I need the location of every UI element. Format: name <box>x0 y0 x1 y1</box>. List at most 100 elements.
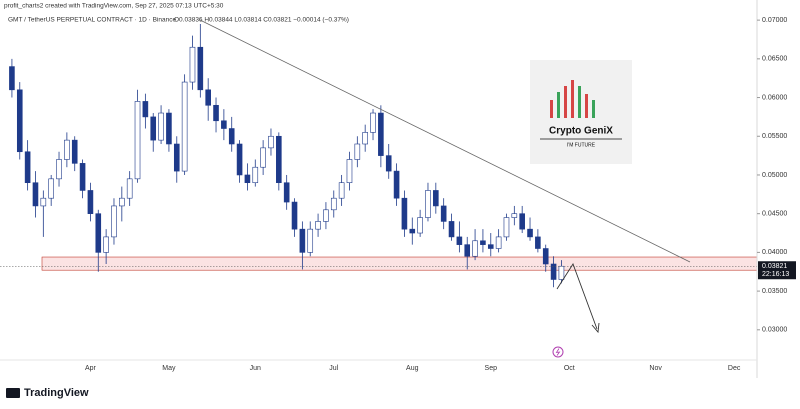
support-zone <box>41 256 758 271</box>
logo-bar <box>550 100 553 118</box>
x-tick-label: Nov <box>649 365 662 372</box>
countdown-label: 22:16:13 <box>762 271 789 278</box>
candle-body <box>464 244 471 257</box>
candle-body <box>111 205 117 238</box>
y-tick-label: 0.07000 <box>762 17 787 24</box>
candle-body <box>32 182 39 207</box>
candle-body <box>181 81 188 172</box>
candle-body <box>173 143 180 172</box>
x-tick-label: Jul <box>329 365 338 372</box>
y-tick-label: 0.04500 <box>762 211 787 218</box>
x-tick-label: Dec <box>728 365 741 372</box>
candle-body <box>48 178 54 199</box>
candle-body <box>64 139 70 160</box>
candle-body <box>197 46 204 91</box>
candle-body <box>268 135 274 149</box>
candle-body <box>393 170 400 199</box>
candle-body <box>9 66 15 91</box>
attribution: profit_charts2 created with TradingView.… <box>4 3 224 10</box>
candle-body <box>205 89 211 106</box>
candle-body <box>495 236 502 249</box>
logo-bar <box>585 94 588 118</box>
candle-body <box>542 248 549 265</box>
candle-body <box>330 197 337 211</box>
candle-body <box>252 166 259 184</box>
candle-body <box>425 190 431 218</box>
candle-body <box>103 236 109 253</box>
logo-bar <box>557 92 560 118</box>
candle-body <box>260 147 266 168</box>
y-tick-label: 0.05000 <box>762 172 787 179</box>
watermark-tagline: I'M FUTURE <box>567 142 596 148</box>
event-icon <box>552 346 564 358</box>
candle-body <box>550 263 557 280</box>
candle-body <box>440 205 447 222</box>
candle-body <box>346 159 353 184</box>
x-tick-label: Oct <box>564 365 575 372</box>
candle-body <box>71 139 78 164</box>
candle-body <box>24 151 31 184</box>
candle-body <box>354 143 361 160</box>
candle-body <box>299 228 306 253</box>
candle-body <box>276 135 282 184</box>
y-tick-label: 0.05500 <box>762 133 787 140</box>
logo-bar <box>564 86 567 118</box>
y-tick-label: 0.06000 <box>762 94 787 101</box>
ohlc-legend: O0.03836 H0.03844 L0.03814 C0.03821 −0.0… <box>174 17 349 24</box>
candle-body <box>378 112 384 156</box>
candle-body <box>119 197 125 207</box>
last-price-label: 0.03821 <box>762 263 787 270</box>
x-tick-label: Aug <box>406 365 419 372</box>
candle-body <box>150 116 157 141</box>
candle-body <box>527 228 533 238</box>
candle-body <box>221 120 227 129</box>
candle-body <box>79 163 86 191</box>
x-tick-label: May <box>162 365 176 372</box>
arrow-head <box>591 322 600 334</box>
candle-body <box>519 213 525 230</box>
candle-body <box>87 190 94 214</box>
watermark-title: Crypto GeniX <box>549 126 613 137</box>
candle-body <box>307 228 314 253</box>
brand: TradingView <box>24 387 89 399</box>
brand-icon <box>6 388 20 398</box>
candle-body <box>338 182 345 199</box>
last-price-box <box>758 261 796 280</box>
candle-body <box>448 221 455 238</box>
candle-body <box>409 228 416 234</box>
candle-body <box>56 159 62 180</box>
candle-body <box>16 89 23 153</box>
y-tick-label: 0.03500 <box>762 288 787 295</box>
candle-body <box>385 155 392 172</box>
candle-body <box>228 128 235 145</box>
candle-body <box>472 240 478 257</box>
candle-body <box>134 101 141 180</box>
candle-body <box>244 174 251 184</box>
candle-body <box>401 197 408 230</box>
candle-body <box>236 143 243 176</box>
y-tick-label: 0.06500 <box>762 56 787 63</box>
candle-body <box>291 201 298 230</box>
event-bolt <box>555 348 561 356</box>
logo-bar <box>578 86 581 118</box>
candle-body <box>417 217 423 234</box>
candle-body <box>487 244 494 249</box>
candle-body <box>503 217 510 238</box>
symbol: GMT / TetherUS PERPETUAL CONTRACT · 1D ·… <box>8 17 176 24</box>
x-tick-label: Jun <box>250 365 261 372</box>
logo-bar <box>592 100 595 118</box>
trendline <box>199 19 691 263</box>
candle-body <box>558 265 565 280</box>
candle-body <box>40 197 47 207</box>
candle-body <box>189 46 196 83</box>
candle-body <box>315 221 321 230</box>
x-tick-label: Sep <box>485 365 498 372</box>
watermark: Crypto GeniX I'M FUTURE <box>530 60 632 164</box>
candle-body <box>142 101 149 118</box>
candle-body <box>456 236 463 245</box>
candle-body <box>213 104 219 122</box>
projection-arrow <box>556 262 598 330</box>
candle-body <box>126 178 133 199</box>
